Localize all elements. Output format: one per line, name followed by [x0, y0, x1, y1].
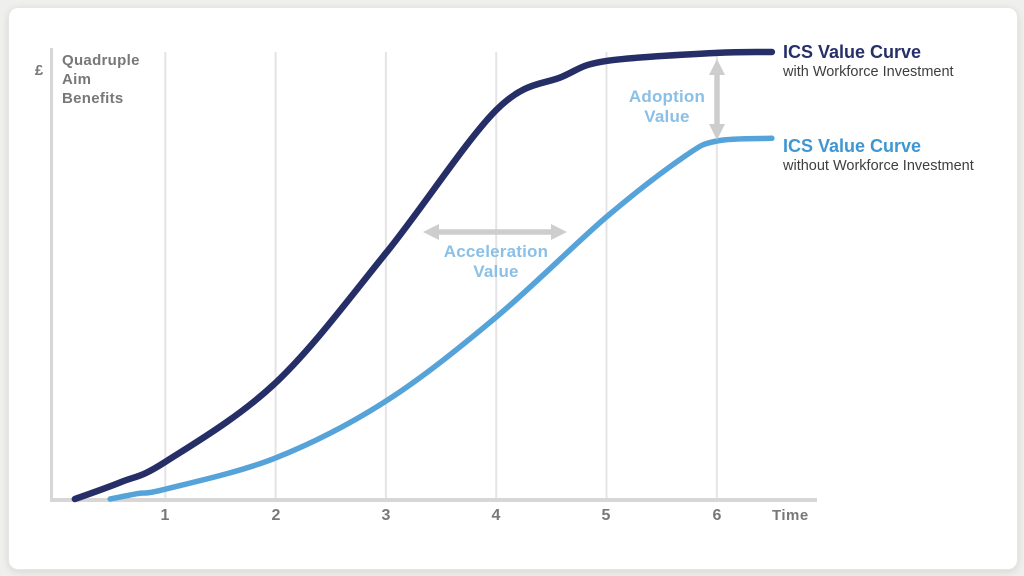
acceleration-value-label: Acceleration Value	[443, 242, 549, 281]
adoption-value-label: Adoption Value	[628, 87, 706, 126]
legend-entry-with-investment: ICS Value Curve with Workforce Investmen…	[783, 41, 954, 82]
legend-title-without-investment: ICS Value Curve	[783, 136, 922, 156]
curves-group	[71, 48, 776, 503]
x-axis-title: Time	[772, 507, 809, 524]
gridlines-group	[164, 52, 718, 498]
y-axis-title: Quadruple Aim Benefits	[62, 52, 140, 107]
curve-with-investment	[71, 48, 776, 503]
x-tick-3: 3	[381, 507, 391, 524]
x-tick-6: 6	[712, 507, 722, 524]
legend-subtitle-without-investment: without Workforce Investment	[783, 158, 974, 174]
adoption-value-arrow	[709, 59, 725, 140]
acceleration-value-arrow	[423, 224, 567, 240]
legend-title-with-investment: ICS Value Curve	[783, 42, 922, 62]
x-tick-1: 1	[160, 507, 170, 524]
x-tick-5: 5	[601, 507, 611, 524]
legend-entry-without-investment: ICS Value Curve without Workforce Invest…	[783, 135, 974, 176]
x-tick-4: 4	[491, 507, 501, 524]
currency-label: £	[34, 62, 44, 79]
legend-subtitle-with-investment: with Workforce Investment	[783, 64, 954, 80]
curve-without-investment	[107, 135, 775, 502]
x-tick-2: 2	[271, 507, 281, 524]
chart-card	[8, 7, 1018, 570]
